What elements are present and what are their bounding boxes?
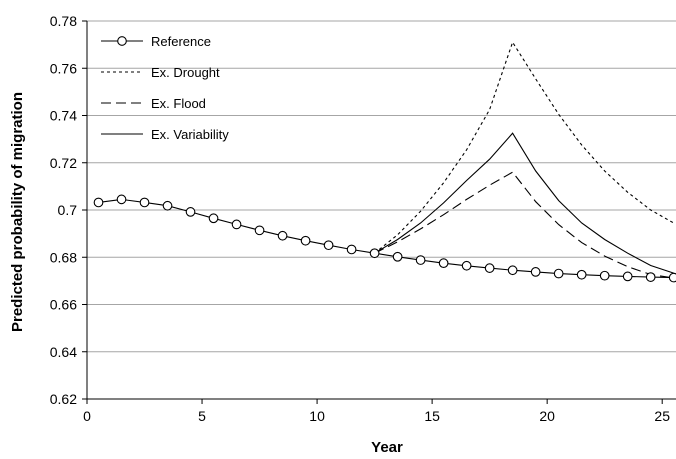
data-point-0-10 — [323, 240, 334, 251]
series-line-1 — [374, 41, 674, 254]
series-line-2 — [374, 171, 674, 279]
data-point-0-4 — [185, 207, 196, 217]
data-point-0-15 — [438, 258, 449, 269]
x-tick-label-1: 5 — [198, 408, 206, 424]
data-point-0-2 — [139, 197, 150, 208]
data-point-0-17 — [484, 263, 495, 273]
legend-label-1: Ex. Drought — [151, 65, 220, 80]
data-point-0-6 — [231, 219, 242, 230]
y-tick-label-8: 0.78 — [50, 13, 77, 29]
data-point-0-22 — [599, 270, 610, 281]
data-point-0-24 — [645, 272, 656, 282]
x-tick-label-4: 20 — [539, 408, 555, 424]
legend: Reference Ex. Drought Ex. Flood Ex. Variabi… — [101, 34, 229, 142]
data-point-0-13 — [392, 251, 403, 262]
y-tick-label-5: 0.72 — [50, 155, 77, 171]
data-point-0-0 — [93, 197, 104, 208]
data-point-0-3 — [162, 200, 173, 211]
legend-marker-0 — [117, 36, 127, 46]
data-point-0-9 — [300, 235, 311, 246]
y-tick-label-0: 0.62 — [50, 391, 77, 407]
data-point-0-11 — [346, 244, 357, 255]
data-point-0-14 — [415, 255, 426, 265]
tick-labels: 0.62 0.64 0.66 0.68 0.7 0.72 0.74 0.76 0.78 0 5 10 1… — [50, 13, 670, 424]
x-axis-title: Year — [371, 439, 403, 456]
data-point-0-5 — [208, 213, 219, 224]
y-tick-label-3: 0.68 — [50, 249, 77, 265]
y-tick-label-1: 0.64 — [50, 344, 77, 360]
y-tick-label-6: 0.74 — [50, 108, 77, 124]
legend-label-3: Ex. Variability — [151, 127, 229, 142]
x-tick-label-5: 25 — [654, 408, 670, 424]
data-point-0-19 — [530, 267, 541, 277]
legend-label-2: Ex. Flood — [151, 96, 206, 111]
reference-markers — [93, 194, 676, 283]
y-axis-title: Predicted probability of migration — [9, 92, 26, 332]
data-point-0-20 — [553, 268, 564, 279]
axes — [82, 20, 676, 404]
y-tick-label-2: 0.66 — [50, 297, 77, 313]
data-point-0-7 — [254, 225, 265, 236]
x-tick-label-2: 10 — [309, 408, 325, 424]
x-tick-label-0: 0 — [83, 408, 91, 424]
legend-label-0: Reference — [151, 34, 211, 49]
data-point-0-16 — [461, 260, 472, 271]
y-tick-label-4: 0.7 — [58, 202, 78, 218]
data-point-0-12 — [369, 248, 380, 259]
series-line-0 — [98, 198, 674, 279]
x-tick-label-3: 15 — [424, 408, 440, 424]
data-point-0-18 — [507, 265, 518, 276]
series-line-3 — [374, 132, 674, 274]
data-point-0-1 — [116, 194, 127, 205]
data-point-0-23 — [622, 271, 633, 282]
data-point-0-8 — [277, 230, 288, 241]
data-point-0-21 — [576, 269, 587, 280]
data-point-0-25 — [668, 272, 676, 283]
y-tick-label-7: 0.76 — [50, 60, 77, 76]
